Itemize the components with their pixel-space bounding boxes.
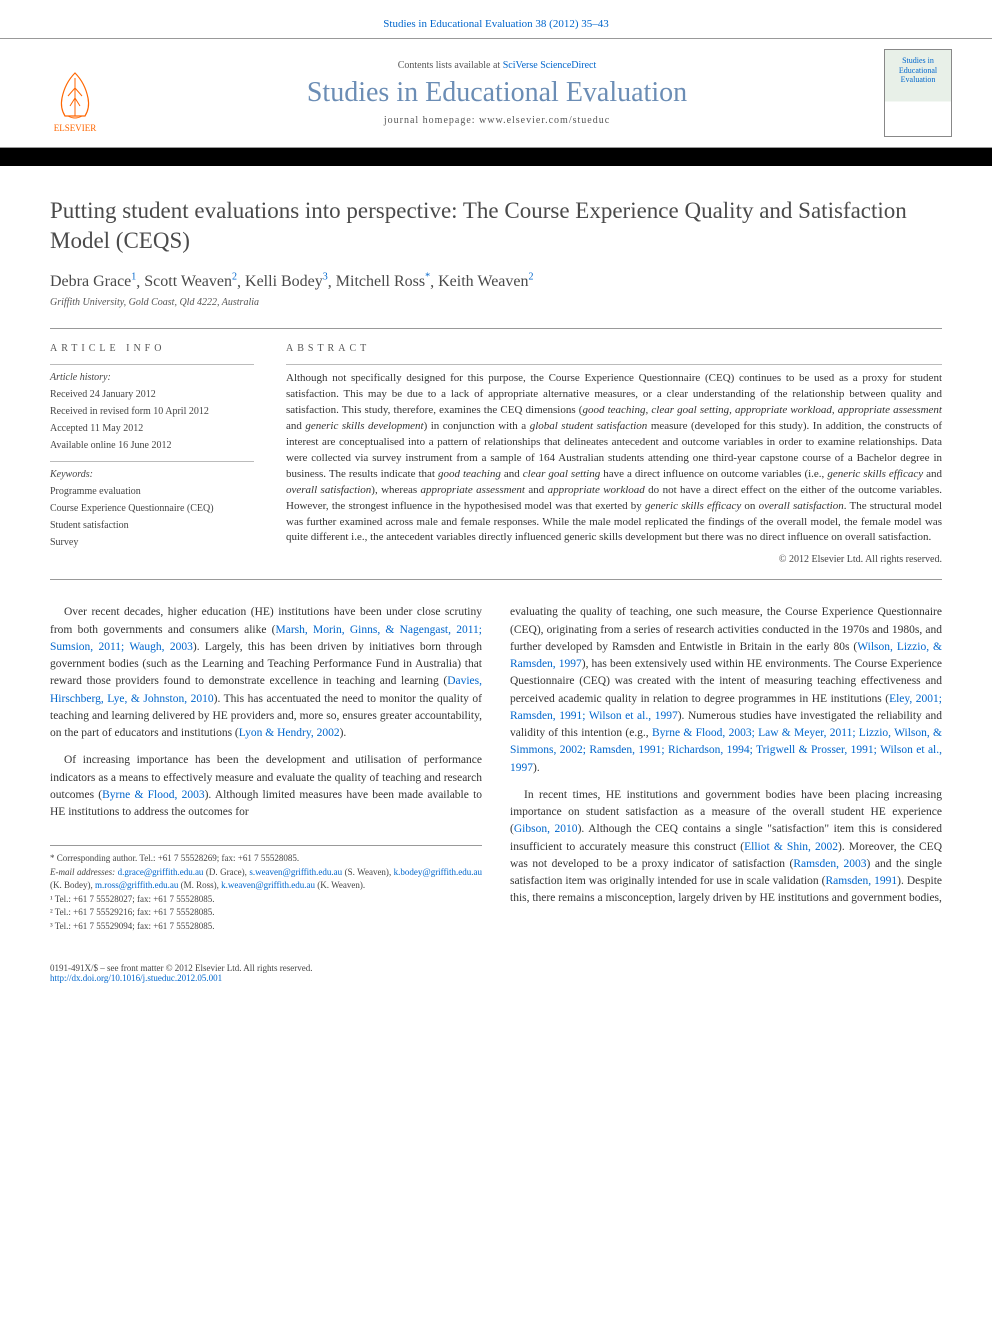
keyword: Course Experience Questionnaire (CEQ) (50, 502, 254, 516)
article-title: Putting student evaluations into perspec… (50, 196, 942, 256)
keywords-label: Keywords: (50, 461, 254, 482)
elsevier-tree-icon (50, 68, 100, 123)
info-heading: ARTICLE INFO (50, 343, 254, 354)
abstract: ABSTRACT Although not specifically desig… (270, 329, 942, 579)
author-list: Debra Grace1, Scott Weaven2, Kelli Bodey… (50, 272, 942, 291)
author: Kelli Bodey3 (245, 273, 328, 290)
body-columns: Over recent decades, higher education (H… (50, 604, 942, 933)
footnotes: * Corresponding author. Tel.: +61 7 5552… (50, 845, 482, 933)
abstract-text: Although not specifically designed for t… (286, 364, 942, 546)
sciencedirect-link[interactable]: SciVerse ScienceDirect (503, 60, 597, 71)
banner-center: Contents lists available at SciVerse Sci… (110, 60, 884, 126)
article-history: Article history: Received 24 January 201… (50, 364, 254, 453)
journal-cover-thumbnail: Studies in Educational Evaluation (884, 49, 952, 137)
corresponding-author-note: * Corresponding author. Tel.: +61 7 5552… (50, 852, 482, 866)
article-info: ARTICLE INFO Article history: Received 2… (50, 329, 270, 579)
info-abstract-block: ARTICLE INFO Article history: Received 2… (50, 328, 942, 580)
citation-text: Studies in Educational Evaluation 38 (20… (383, 18, 608, 30)
journal-title: Studies in Educational Evaluation (307, 77, 687, 109)
keyword: Programme evaluation (50, 485, 254, 499)
abstract-heading: ABSTRACT (286, 343, 942, 354)
body-column-left: Over recent decades, higher education (H… (50, 604, 482, 933)
journal-homepage: journal homepage: www.elsevier.com/stued… (384, 115, 610, 126)
running-header: Studies in Educational Evaluation 38 (20… (0, 0, 992, 38)
tel-note: ¹ Tel.: +61 7 55528027; fax: +61 7 55528… (50, 893, 482, 907)
page-footer: 0191-491X/$ – see front matter © 2012 El… (0, 953, 992, 1003)
affiliation: Griffith University, Gold Coast, Qld 422… (50, 297, 942, 308)
divider-bar (0, 148, 992, 166)
keyword: Student satisfaction (50, 519, 254, 533)
tel-note: ³ Tel.: +61 7 55529094; fax: +61 7 55528… (50, 920, 482, 934)
front-matter-line: 0191-491X/$ – see front matter © 2012 El… (50, 963, 942, 973)
abstract-copyright: © 2012 Elsevier Ltd. All rights reserved… (286, 554, 942, 565)
author: Keith Weaven2 (438, 273, 533, 290)
journal-banner: ELSEVIER Contents lists available at Sci… (0, 38, 992, 148)
author: Debra Grace1 (50, 273, 136, 290)
tel-note: ² Tel.: +61 7 55529216; fax: +61 7 55528… (50, 906, 482, 920)
author: Scott Weaven2 (144, 273, 237, 290)
article-body: Putting student evaluations into perspec… (0, 166, 992, 953)
keyword: Survey (50, 536, 254, 550)
elsevier-logo: ELSEVIER (40, 53, 110, 133)
body-column-right: evaluating the quality of teaching, one … (510, 604, 942, 933)
author: Mitchell Ross* (336, 273, 430, 290)
email-addresses: E-mail addresses: d.grace@griffith.edu.a… (50, 866, 482, 893)
doi-link[interactable]: http://dx.doi.org/10.1016/j.stueduc.2012… (50, 973, 222, 983)
contents-available: Contents lists available at SciVerse Sci… (398, 60, 597, 71)
publisher-label: ELSEVIER (54, 123, 97, 133)
